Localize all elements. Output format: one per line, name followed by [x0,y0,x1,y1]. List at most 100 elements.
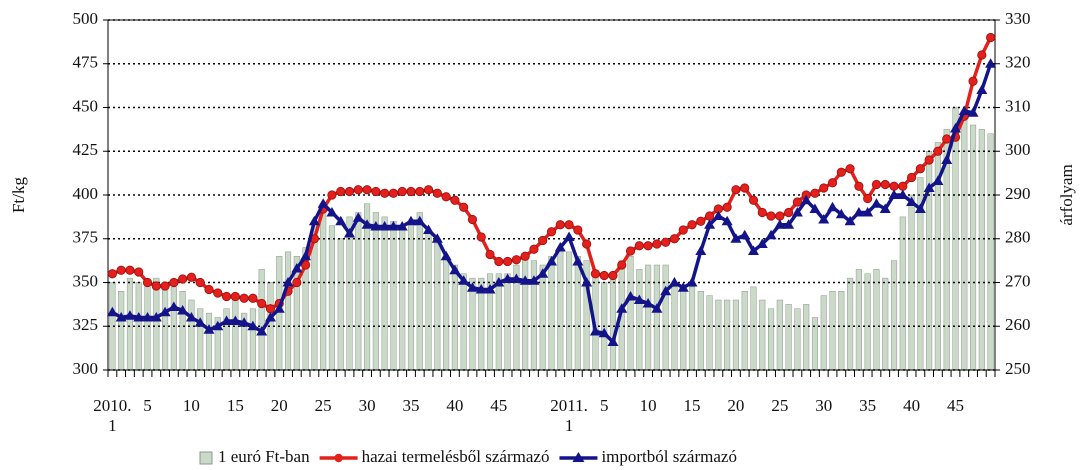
x-tick-label: 5 [599,396,609,415]
line-marker [159,306,171,317]
line-marker [466,282,478,292]
bar [566,251,573,371]
line-marker [906,196,918,206]
line-marker [827,201,839,212]
y-tick-label: 300 [73,359,99,378]
line-marker [704,211,715,221]
bar [645,264,652,371]
line-marker [722,202,732,212]
line-marker [677,282,689,292]
line-marker [897,189,909,199]
y2-tick-label: 300 [1005,140,1031,159]
line-marker [668,277,680,287]
line-marker [151,281,161,291]
line-marker [977,50,987,60]
line-marker [967,107,979,117]
line-marker [888,189,900,199]
line-marker [633,294,645,304]
bar [460,273,467,371]
bar [969,124,977,371]
line-marker [661,237,671,247]
line-marker [958,105,970,115]
line-marker [300,250,312,261]
line-marker [194,317,206,327]
line-marker [485,249,495,260]
bar [697,291,704,371]
line-marker [581,277,593,287]
bar [434,242,441,371]
line-marker [142,312,154,322]
x-tick-label: 2011. 1 [550,396,588,435]
line-marker [160,281,170,291]
bar [399,225,406,371]
line-marker [731,185,741,195]
line-marker [800,194,812,205]
bar [803,304,810,371]
line-marker [546,256,557,266]
bar [407,221,415,371]
bar [495,273,502,371]
y2-tick-label: 260 [1005,315,1031,334]
line-marker [582,239,592,249]
x-tick-label: 10 [182,396,200,415]
line-marker [292,277,302,288]
line-marker [765,229,777,240]
line-marker [712,210,724,220]
x-tick-label: 25 [314,396,332,415]
line-marker [405,215,417,226]
y-tick-label: 475 [73,53,99,72]
line-marker [949,123,961,133]
x-tick-label: 10 [639,396,657,415]
line-marker [678,225,688,235]
bar [557,247,564,371]
line-marker [221,291,232,302]
line-marker [238,317,250,327]
line-marker [282,277,294,287]
bar [750,286,757,371]
line-marker [844,215,856,226]
line-marker [441,192,451,202]
line-marker [792,197,803,207]
legend-label: hazai termelésből származó [362,447,550,466]
line-marker [459,202,469,212]
line-marker [599,270,609,281]
bar [732,299,739,371]
y-tick-label: 400 [73,184,99,203]
bar [961,116,968,371]
y2-tick-label: 270 [1005,271,1031,290]
line-marker [370,221,382,231]
line-marker [116,265,126,275]
bar [539,264,546,371]
line-marker [423,185,434,195]
line-marker [520,251,530,261]
line-marker [933,146,943,156]
line-marker [625,291,637,301]
bar [355,212,362,371]
line-marker [248,293,258,303]
line-marker [968,76,978,86]
line-marker [185,312,197,322]
bar [759,299,766,371]
line-marker [362,185,372,195]
bar [258,269,265,371]
line-marker [431,233,443,243]
plot-frame [107,19,996,371]
bar [680,291,687,371]
bar [232,299,239,371]
line-marker [880,179,890,190]
bar [416,212,423,371]
line-marker [986,32,996,43]
y-tick-label: 500 [73,9,99,28]
line-marker [643,241,653,251]
line-marker [914,203,926,213]
line-marker [740,183,750,193]
line-marker [308,215,320,226]
line-marker [687,220,697,230]
bar [504,273,511,371]
legend-marker [334,453,343,463]
line-marker [695,245,707,255]
line-marker [819,183,829,193]
y-axis-label: Ft/kg [9,177,28,213]
line-marker [791,207,803,217]
